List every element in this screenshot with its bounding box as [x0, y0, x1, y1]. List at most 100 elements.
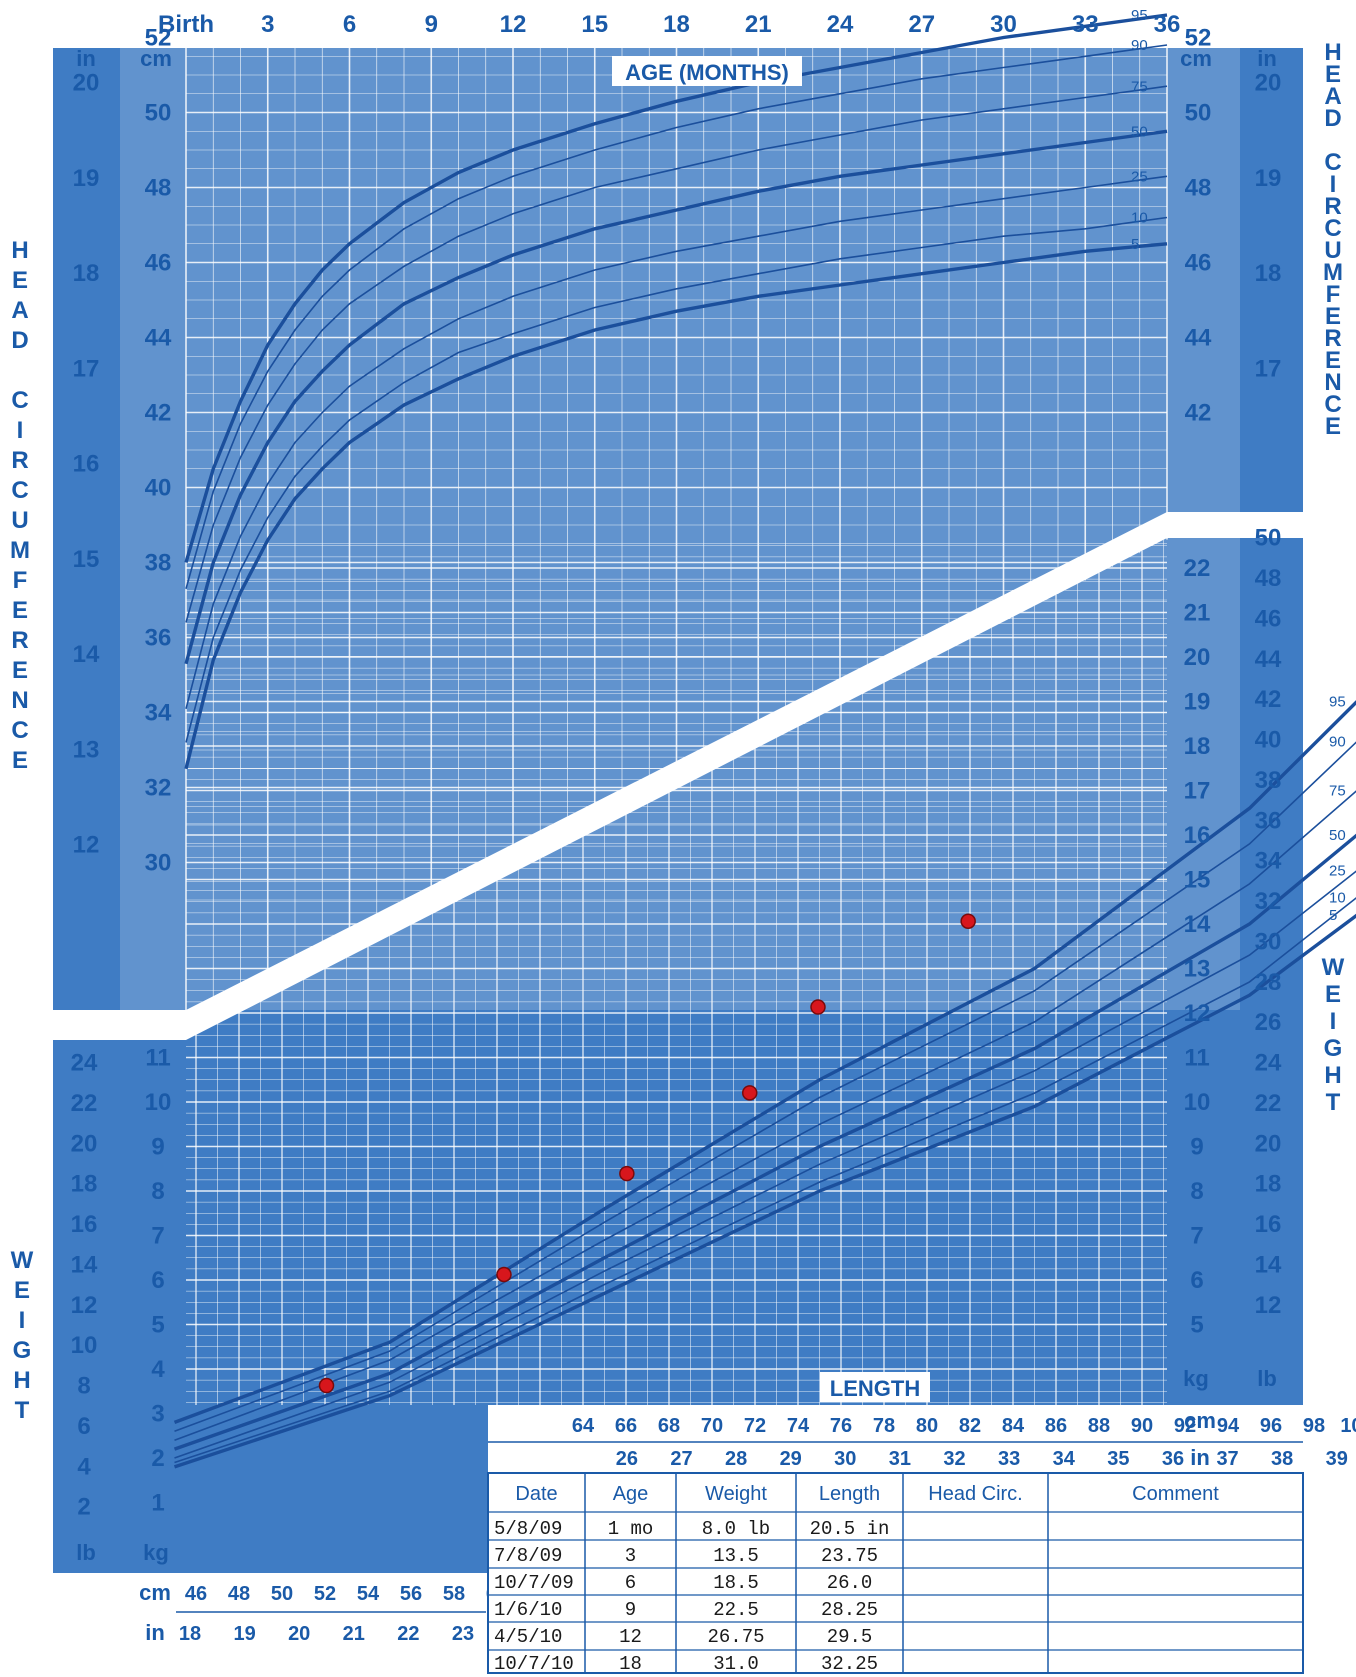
kg-tick: 5	[151, 1312, 164, 1339]
hc-cm-tick-right: 44	[1185, 325, 1212, 352]
hc-cm-tick: 32	[145, 775, 172, 802]
hc-in-tick: 13	[73, 736, 100, 763]
wl-curve-25	[174, 870, 1356, 1459]
length-in-tick-right: 29	[780, 1448, 802, 1470]
lb-tick-right: 44	[1255, 646, 1282, 673]
hc-in-tick-right: 17	[1255, 355, 1282, 382]
lb-tick-right: 28	[1255, 969, 1282, 996]
title-letter: G	[13, 1337, 32, 1364]
separator-band	[53, 512, 1303, 1040]
age-tick: Birth	[158, 11, 214, 38]
lb-tick: 24	[71, 1050, 98, 1077]
title-letter: C	[11, 387, 28, 414]
kg-tick: 2	[151, 1445, 164, 1472]
hc-cm-tick: 34	[145, 700, 172, 727]
length-cm-tick-right: 88	[1088, 1415, 1110, 1437]
length-cm-tick: 54	[357, 1583, 380, 1605]
wl-curve-50	[173, 833, 1356, 1451]
age-tick: 24	[827, 11, 854, 38]
kg-tick-right: 16	[1184, 822, 1211, 849]
length-cm-tick-right: 78	[873, 1415, 895, 1437]
length-cm-tick-right: 64	[572, 1415, 595, 1437]
kg-tick-right: 5	[1190, 1312, 1203, 1339]
measurement-point	[960, 913, 976, 930]
table-cell: 29.5	[827, 1626, 873, 1648]
length-in-tick-right: 32	[943, 1448, 965, 1470]
table-cell: 23.75	[821, 1545, 878, 1567]
unit-label: in	[145, 1620, 165, 1645]
length-in-tick: 20	[288, 1623, 310, 1645]
table-header: Date	[515, 1483, 557, 1505]
hc-cm-tick-right: 52	[1185, 25, 1212, 52]
wl-curve-label-25: 25	[1329, 863, 1346, 880]
unit-label: cm	[139, 1580, 171, 1605]
unit-label: in	[1257, 46, 1277, 71]
lb-tick: 16	[71, 1211, 98, 1238]
length-axis-left-bg	[120, 1573, 488, 1677]
title-letter: T	[15, 1397, 30, 1424]
title-letter: F	[13, 567, 28, 594]
hc-in-tick: 20	[73, 70, 100, 97]
hc-cm-tick: 48	[145, 175, 172, 202]
hc-cm-tick: 38	[145, 550, 172, 577]
title-letter: E	[12, 747, 28, 774]
length-cm-tick-right: 98	[1303, 1415, 1325, 1437]
table-cell: 18.5	[713, 1572, 759, 1594]
lb-tick-right: 24	[1255, 1050, 1282, 1077]
age-tick: 9	[425, 11, 438, 38]
length-cm-tick-right: 84	[1002, 1415, 1025, 1437]
table-cell: 22.5	[713, 1599, 759, 1621]
kg-tick-right: 11	[1184, 1045, 1209, 1072]
title-letter: E	[12, 597, 28, 624]
hc-curve-label-90: 90	[1131, 37, 1148, 54]
lb-tick-right: 38	[1255, 767, 1282, 794]
title-letter: R	[1324, 325, 1341, 352]
table-cell: 1/6/10	[494, 1599, 562, 1621]
hc-cm-tick: 36	[145, 625, 172, 652]
separator-left	[53, 1010, 186, 1040]
lb-tick-right: 32	[1255, 888, 1282, 915]
title-letter: R	[11, 447, 28, 474]
table-cell: 18	[619, 1653, 642, 1675]
hc-cm-tick: 30	[145, 850, 172, 877]
age-tick: 6	[343, 11, 356, 38]
hc-curve-label-50: 50	[1131, 123, 1148, 140]
unit-label: lb	[76, 1540, 96, 1565]
unit-label: kg	[143, 1540, 169, 1565]
kg-tick: 11	[145, 1045, 170, 1072]
table-cell: 6	[625, 1572, 636, 1594]
lb-tick-right: 42	[1255, 686, 1282, 713]
title-letter: E	[14, 1277, 30, 1304]
lb-tick-right: 12	[1255, 1292, 1282, 1319]
lb-tick: 14	[71, 1251, 98, 1278]
age-tick: 21	[745, 11, 772, 38]
hc-curve-95	[184, 13, 1168, 563]
length-in-tick-right: 39	[1326, 1448, 1348, 1470]
title-letter: E	[1325, 981, 1341, 1008]
age-tick: 12	[500, 11, 527, 38]
lb-tick-right: 36	[1255, 807, 1282, 834]
kg-tick: 7	[151, 1223, 164, 1250]
length-in-tick-right: 30	[834, 1448, 856, 1470]
kg-tick-right: 15	[1184, 867, 1211, 894]
title-letter: E	[1325, 347, 1341, 374]
title-letter: H	[11, 237, 28, 264]
title-letter: H	[1324, 39, 1341, 66]
length-cm-tick-right: 82	[959, 1415, 981, 1437]
hc-cm-tick-right: 46	[1185, 250, 1212, 277]
hc-curve-label-95: 95	[1131, 7, 1148, 24]
hc-in-tick: 14	[73, 641, 100, 668]
hc-curve-10	[185, 216, 1168, 743]
hc-in-tick: 15	[73, 546, 100, 573]
hc-cm-tick: 46	[145, 250, 172, 277]
kg-tick-right: 9	[1190, 1134, 1203, 1161]
age-tick: 36	[1154, 11, 1181, 38]
length-cm-tick-right: 76	[830, 1415, 852, 1437]
title-letter: C	[11, 477, 28, 504]
wl-curve-label-90: 90	[1329, 734, 1346, 751]
kg-tick-right: 18	[1184, 733, 1211, 760]
age-tick: 33	[1072, 11, 1099, 38]
length-axis-title: LENGTH	[830, 1376, 920, 1401]
